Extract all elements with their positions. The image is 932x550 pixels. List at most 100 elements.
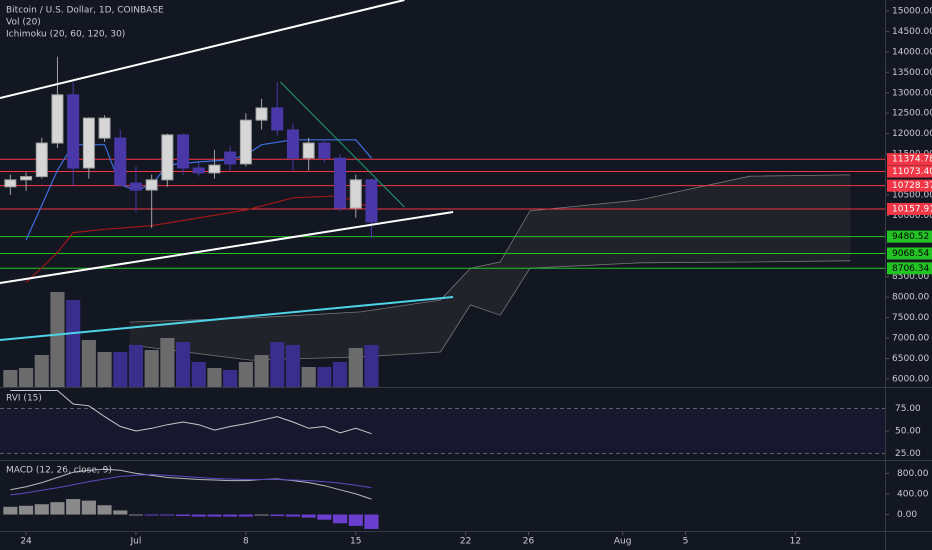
macd-histogram-bar [207,514,222,517]
y-tick-label: 10500.00 [892,190,932,200]
y-tick-label: 8500.00 [892,272,929,282]
macd-histogram-bar [223,514,238,517]
macd-histogram-bar [191,514,206,517]
level-label: 9480.52 [892,232,929,242]
y-tick-label: 13500.00 [892,68,932,78]
macd-histogram-bar [160,514,175,516]
x-tick-label: Aug [614,537,632,547]
level-label-box [887,247,932,260]
candle-body [98,117,111,139]
macd-histogram-bar [34,504,49,515]
volume-bar [238,362,253,387]
volume-bar [113,352,128,387]
trend-line [0,296,454,341]
y-tick-label: 8000.00 [892,293,929,303]
volume-bar [34,355,49,387]
candle-body [51,94,64,144]
volume-bar [50,292,65,387]
volume-bar [317,367,332,387]
level-label: 11073.40 [892,167,932,177]
macd-histogram-bar [144,514,159,516]
volume-bar [81,340,96,387]
volume-label: Vol (20) [6,18,41,28]
y-tick-label: 800.00 [897,469,929,479]
volume-bar [144,350,159,387]
candle-body [82,117,95,169]
macd-line [10,468,372,500]
candle-body [208,164,221,174]
trend-line [280,81,405,208]
y-tick-label: 75.00 [895,404,921,414]
candle-body [318,142,331,159]
x-tick-label: 24 [20,537,32,547]
y-tick-label: 14500.00 [892,27,932,37]
macd-label: MACD (12, 26, close, 9) [6,466,112,476]
y-tick-label: 0.00 [897,510,917,520]
rvi-fill [0,408,885,454]
macd-histogram-bar [254,514,269,516]
y-tick-label: 10000.00 [892,211,932,221]
candle-body [4,179,17,188]
macd-histogram-bar [270,514,285,517]
trend-line [0,211,454,284]
candle-body [35,142,48,178]
y-tick-label: 15000.00 [892,6,932,16]
x-tick-label: 12 [790,537,801,547]
macd-histogram-bar [238,514,253,517]
candle-body [20,176,33,181]
candle-body [286,129,299,159]
y-tick-label: 14000.00 [892,47,932,57]
candle-body [365,179,378,223]
level-label-box [887,202,932,215]
candle-body [334,157,347,209]
x-tick-label: 22 [460,537,471,547]
kijun-line [25,195,372,283]
candle-body [239,119,252,165]
level-label: 9068.54 [892,249,929,259]
macd-histogram-bar [81,500,96,515]
y-tick-label: 7000.00 [892,334,929,344]
macd-histogram-bar [301,514,316,518]
volume-bar [223,370,238,387]
x-tick-label: 26 [523,537,535,547]
rvi-line [10,390,372,435]
volume-bar [285,345,301,387]
candle-body [302,142,315,159]
y-tick-label: 6500.00 [892,354,929,364]
level-label-box [887,153,932,166]
volume-bar [332,362,348,387]
cloud-edge [129,260,851,361]
level-label-box [887,230,932,243]
volume-bar [18,368,34,387]
candle-body [177,134,190,169]
volume-bar [270,342,285,387]
y-tick-label: 6000.00 [892,374,929,384]
level-label-box [887,165,932,178]
macd-histogram-bar [348,514,363,526]
rvi-label: RVI (15) [6,394,42,404]
macd-histogram-bar [97,505,112,515]
volume-bar [254,355,269,387]
level-label-box [887,262,932,275]
x-tick-label: 15 [350,537,361,547]
x-tick-label: Jul [130,537,142,547]
volume-bar [160,338,175,387]
y-tick-label: 50.00 [895,427,921,437]
macd-histogram-bar [18,505,34,515]
ichimoku-cloud [129,174,851,361]
candle-body [271,107,284,131]
level-label: 10728.37 [892,181,932,191]
ichimoku-label: Ichimoku (20, 60, 120, 30) [6,30,125,40]
signal-line [10,473,372,496]
level-label-box [887,179,932,192]
macd-histogram-bar [113,510,128,515]
macd-histogram-bar [332,514,348,524]
macd-histogram-bar [66,499,81,515]
volume-bar [191,362,206,387]
level-label: 11374.78 [892,155,932,165]
volume-bar [348,348,363,387]
candle-body [349,179,362,209]
y-tick-label: 25.00 [895,449,921,459]
